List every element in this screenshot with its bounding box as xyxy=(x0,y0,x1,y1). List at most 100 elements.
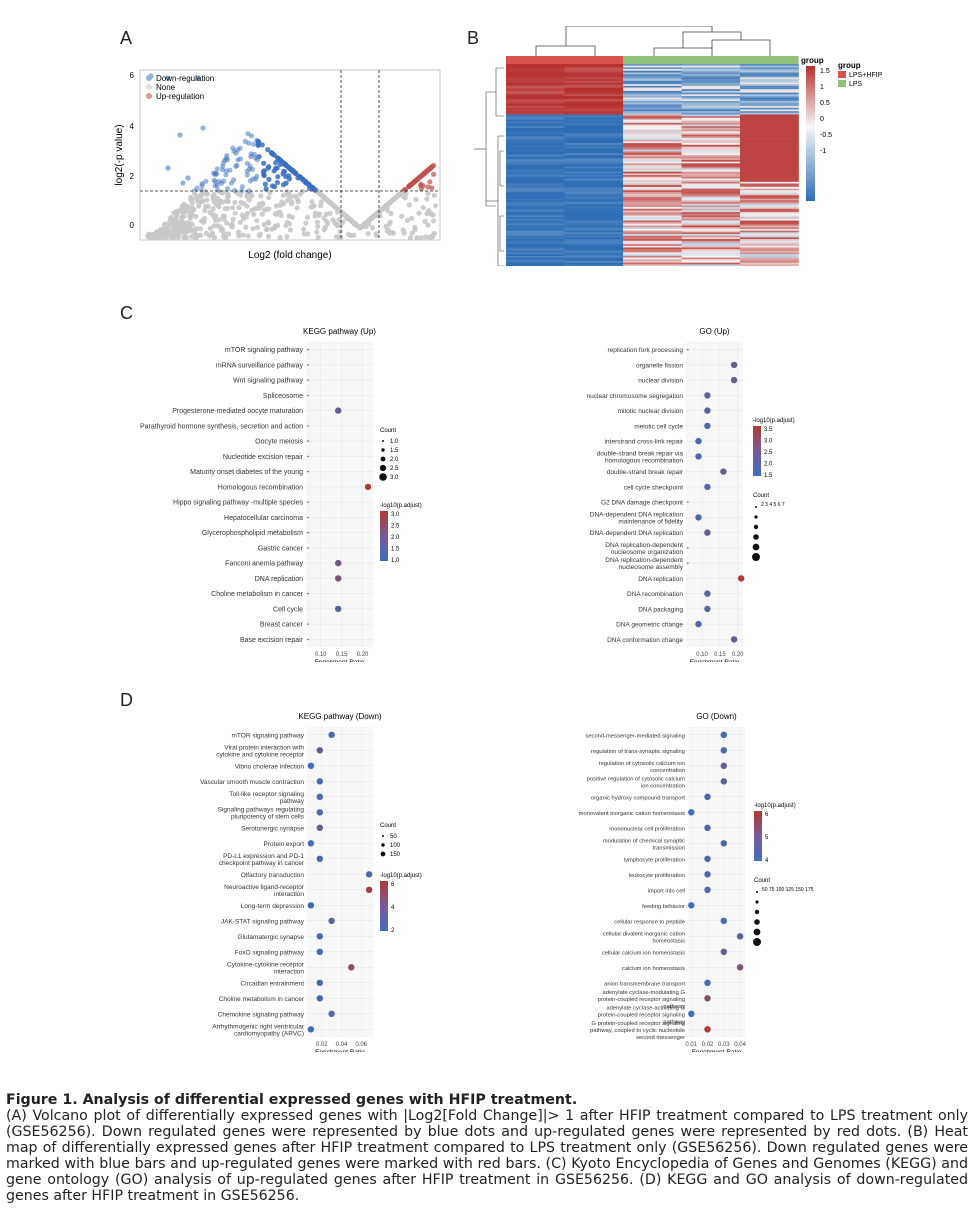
hm-cell xyxy=(506,72,565,75)
hm-cell xyxy=(623,240,682,243)
plot-bg xyxy=(688,727,745,1037)
enrichment-dot xyxy=(704,995,711,1002)
volcano-point xyxy=(306,181,312,188)
row-label: feeding behavior xyxy=(642,904,685,910)
hm-cell xyxy=(564,166,624,169)
hm-cell xyxy=(623,133,682,135)
color-legend-tick: 2.0 xyxy=(764,462,773,468)
hm-cell xyxy=(506,148,565,151)
hm-cell xyxy=(506,170,565,173)
volcano-point xyxy=(419,235,425,241)
hm-cell xyxy=(740,245,799,248)
volcano-point xyxy=(254,157,260,163)
hm-cell xyxy=(740,255,799,258)
volcano-point xyxy=(256,201,262,207)
hm-cell xyxy=(681,198,741,201)
enrichment-dot xyxy=(316,933,323,940)
hm-cell xyxy=(740,92,799,95)
volcano-point xyxy=(195,198,201,204)
hm-cell xyxy=(740,131,799,134)
hm-cell xyxy=(740,260,799,263)
hm-cell xyxy=(681,117,741,120)
hm-legend-title: group xyxy=(801,56,824,65)
hm-cell xyxy=(564,99,624,102)
hm-cell xyxy=(681,112,741,115)
hm-tick: -0.5 xyxy=(820,132,832,139)
hm-cell xyxy=(564,161,624,164)
hm-cell xyxy=(506,213,565,216)
hm-cell xyxy=(623,264,682,266)
hm-cell xyxy=(623,138,682,141)
hm-cell xyxy=(681,143,741,146)
row-label: pathway, coupled to cyclic nucleotide xyxy=(590,1028,685,1034)
hm-cell xyxy=(740,247,799,250)
hm-cell xyxy=(681,193,741,196)
hm-cell xyxy=(740,210,799,213)
enrichment-dot xyxy=(365,871,373,878)
hm-cell xyxy=(681,173,741,176)
hm-cell xyxy=(564,235,624,238)
hm-cell xyxy=(564,77,624,80)
volcano-point xyxy=(250,141,257,147)
row-label: DNA replication xyxy=(255,576,303,583)
hm-cell xyxy=(564,129,624,132)
hm-cell xyxy=(681,195,741,198)
hm-cell xyxy=(564,242,624,245)
hm-cell xyxy=(506,223,565,226)
hm-cell xyxy=(623,82,682,85)
row-label: second messenger xyxy=(636,1035,685,1041)
hm-annotation xyxy=(740,56,799,64)
volcano-point xyxy=(233,163,239,169)
hm-cell xyxy=(740,264,799,266)
volcano-point xyxy=(244,203,250,209)
hm-cell xyxy=(681,257,741,260)
volcano-point xyxy=(302,179,308,185)
hm-cell xyxy=(564,121,624,124)
volcano-point xyxy=(262,181,268,187)
hm-cell xyxy=(623,122,682,125)
volcano-point xyxy=(246,188,252,194)
hm-cell xyxy=(564,168,624,171)
row-label: Progesterone-mediated oocyte maturation xyxy=(172,408,303,415)
hm-cell xyxy=(623,190,682,193)
hm-cell xyxy=(740,116,799,119)
enrichment-dot xyxy=(688,1010,695,1017)
hm-cell xyxy=(623,249,682,252)
volcano-point xyxy=(215,187,221,193)
volcano-point xyxy=(424,211,430,217)
plot-bg xyxy=(306,342,373,647)
volcano-point xyxy=(315,223,321,230)
row-label: DNA geometric change xyxy=(616,622,683,629)
hm-cell xyxy=(623,161,682,164)
row-label: Breast cancer xyxy=(260,622,304,629)
volcano-point xyxy=(230,216,236,222)
ytick: 6 xyxy=(130,71,135,80)
count-legend-dot xyxy=(380,851,386,857)
hm-cell xyxy=(740,90,799,93)
color-legend-title: -log10(p.adjust) xyxy=(380,503,422,509)
row-label: DNA conformation change xyxy=(607,637,683,644)
hm-cell xyxy=(740,158,799,161)
hm-cell xyxy=(506,198,565,201)
hm-cell xyxy=(623,227,682,230)
count-legend-dot xyxy=(379,473,387,481)
hm-cell xyxy=(564,138,624,141)
hm-cell xyxy=(740,198,799,201)
hm-cell xyxy=(681,136,741,139)
hm-cell xyxy=(623,102,682,105)
hm-cell xyxy=(623,80,682,83)
hm-cell xyxy=(740,161,799,164)
hm-cell xyxy=(681,65,741,68)
hm-cell xyxy=(564,89,624,92)
hm-cell xyxy=(681,190,741,193)
volcano-point xyxy=(225,191,231,197)
hm-cell xyxy=(564,185,624,188)
hm-cell xyxy=(681,119,741,122)
row-label: mitotic nuclear division xyxy=(618,408,684,415)
row-label: Serotonergic synapse xyxy=(241,825,304,832)
volcano-point xyxy=(259,211,265,217)
hm-cell xyxy=(506,116,565,119)
hm-cell xyxy=(623,117,682,120)
hm-cell xyxy=(564,230,624,233)
hm-cell xyxy=(506,75,565,78)
